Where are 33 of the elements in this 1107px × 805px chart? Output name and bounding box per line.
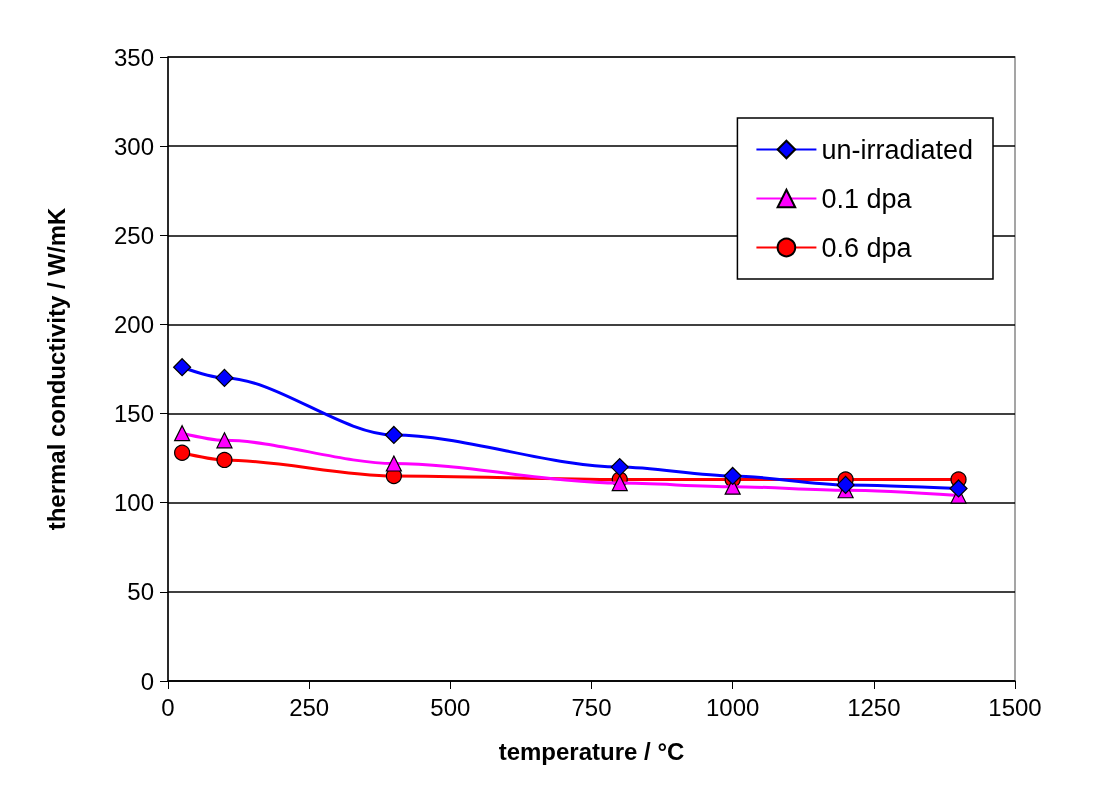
- x-tick-label: 1000: [705, 693, 760, 721]
- point: [174, 425, 191, 442]
- point: [611, 475, 628, 492]
- legend-label: un-irradiated: [821, 134, 974, 165]
- x-tick-label: 1500: [988, 693, 1042, 721]
- point: [173, 358, 192, 377]
- point: [385, 455, 402, 472]
- x-axis-title: temperature / °C: [498, 737, 685, 765]
- point: [723, 466, 742, 486]
- y-tick-label: 0: [140, 667, 154, 695]
- y-tick-label: 50: [127, 578, 154, 606]
- y-tick-label: 300: [113, 132, 154, 160]
- point: [384, 425, 403, 445]
- point: [216, 432, 233, 449]
- y-tick-label: 200: [113, 310, 154, 338]
- x-tick-label: 1250: [847, 693, 901, 721]
- x-tick-label: 0: [161, 693, 175, 721]
- y-tick-label: 350: [113, 43, 154, 71]
- legend-label: 0.1 dpa: [821, 183, 913, 214]
- y-tick-label: 250: [113, 221, 154, 249]
- y-tick-label: 150: [113, 400, 154, 428]
- point: [949, 479, 968, 498]
- legend-label: 0.6 dpa: [821, 232, 913, 263]
- point: [215, 368, 234, 388]
- x-tick-label: 500: [430, 693, 471, 721]
- point: [610, 457, 629, 477]
- x-tick-label: 750: [571, 693, 612, 721]
- y-axis-title: thermal conductivity / W/mK: [42, 206, 70, 531]
- point: [216, 451, 233, 469]
- y-tick-label: 100: [113, 489, 154, 517]
- point: [174, 444, 191, 461]
- x-tick-label: 250: [289, 693, 330, 721]
- point: [836, 475, 855, 494]
